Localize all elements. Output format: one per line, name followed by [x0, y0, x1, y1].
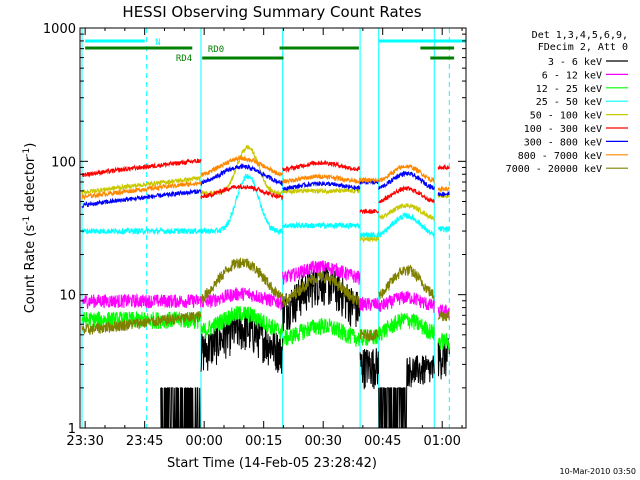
series-line-6-seg-4: [378, 170, 435, 191]
x-axis-label: Start Time (14-Feb-05 23:28:42): [167, 456, 377, 471]
series-line-0-seg-3: [359, 348, 379, 390]
series-line-3-seg-5: [437, 226, 450, 233]
series-line-8-seg-4: [378, 264, 435, 300]
series-line-5-seg-3: [359, 208, 379, 214]
series-line-8-seg-5: [437, 311, 450, 322]
timestamp: 10-Mar-2010 03:50: [560, 467, 637, 476]
series-line-4-seg-0: [81, 174, 202, 195]
series-line-7-seg-4: [378, 164, 435, 184]
legend-header-1: FDecim 2, Att 0: [538, 42, 628, 53]
series-line-5-seg-5: [437, 163, 450, 171]
series-line-4-seg-3: [359, 235, 379, 243]
series-line-5-seg-2: [282, 159, 361, 174]
x-tick-label-4: 00:30: [304, 434, 341, 449]
flag-label-n: N: [155, 38, 160, 48]
legend-entry-6: 300 - 800 keV: [524, 137, 602, 148]
series-line-7-seg-3: [359, 176, 379, 184]
x-tick-label-0: 23:30: [66, 434, 103, 449]
legend-entry-4: 50 - 100 keV: [530, 111, 602, 122]
series-line-6-seg-5: [437, 191, 450, 198]
y-tick-label-1: 10: [59, 289, 76, 304]
legend-entry-0: 3 - 6 keV: [548, 57, 602, 68]
series-line-1-seg-1: [200, 287, 284, 311]
x-tick-label-5: 00:45: [364, 434, 401, 449]
x-tick-label-1: 23:45: [126, 434, 163, 449]
series-line-1-seg-4: [378, 290, 435, 313]
series-line-4-seg-2: [282, 186, 361, 196]
x-tick-label-2: 00:00: [185, 434, 222, 449]
legend-entry-5: 100 - 300 keV: [524, 124, 602, 135]
series-line-3-seg-3: [359, 231, 379, 239]
series-line-0-seg-4: [378, 355, 435, 429]
plot-frame: [79, 27, 467, 429]
series-line-8-seg-0: [81, 311, 202, 335]
series-line-0-seg-1: [200, 311, 284, 374]
y-axis: 1 10 100 1000: [43, 22, 466, 437]
series-line-5-seg-1: [200, 184, 284, 201]
y-tick-label-2: 100: [51, 155, 76, 170]
legend-entry-3: 25 - 50 keV: [536, 97, 602, 108]
y-axis-label: Count Rate (s-1 detector-1): [22, 143, 38, 314]
flag-label-rd4: RD4: [176, 54, 192, 64]
series-line-3-seg-0: [81, 226, 202, 236]
chart-title: HESSI Observing Summary Count Rates: [122, 3, 421, 21]
series-line-1-seg-2: [282, 260, 361, 285]
series-line-7-seg-2: [282, 172, 361, 185]
series-line-2-seg-5: [437, 332, 450, 350]
legend-header-0: Det 1,3,4,5,6,9,: [532, 30, 628, 41]
series-line-3-seg-4: [378, 212, 435, 239]
series-line-7-seg-1: [200, 154, 284, 177]
series-line-6-seg-0: [81, 188, 202, 209]
x-tick-label-6: 01:00: [423, 434, 460, 449]
legend-entry-8: 7000 - 20000 keV: [506, 164, 602, 175]
series-line-2-seg-1: [200, 305, 284, 340]
series-line-4-seg-4: [378, 203, 435, 221]
legend-entry-2: 12 - 25 keV: [536, 84, 602, 95]
series-line-2-seg-2: [282, 317, 361, 347]
series-line-8-seg-2: [282, 270, 361, 308]
series-line-3-seg-2: [282, 220, 361, 230]
series-line-6-seg-1: [200, 162, 284, 187]
series-lines: [81, 144, 450, 429]
series-line-7-seg-5: [437, 185, 450, 193]
series-line-5-seg-4: [378, 185, 435, 205]
series-line-7-seg-0: [81, 179, 202, 201]
x-axis: 23:30 23:45 00:00 00:15 00:30 00:45 01:00: [66, 28, 463, 449]
series-line-0-seg-0: [160, 387, 201, 429]
legend-entry-1: 6 - 12 keV: [542, 70, 602, 81]
vertical-markers: [81, 28, 450, 428]
series-line-3-seg-1: [200, 173, 284, 236]
series-line-8-seg-1: [200, 257, 284, 304]
x-tick-label-3: 00:15: [245, 434, 282, 449]
flag-bars: N RD0 RD4: [85, 38, 466, 64]
flag-label-rd0: RD0: [208, 45, 224, 55]
series-line-6-seg-2: [282, 180, 361, 192]
series-line-5-seg-0: [81, 158, 202, 178]
legend-entry-7: 800 - 7000 keV: [518, 151, 602, 162]
y-tick-label-3: 1000: [43, 22, 76, 37]
series-line-1-seg-0: [81, 292, 202, 309]
y-tick-label-0: 1: [68, 422, 76, 437]
series-line-8-seg-3: [359, 329, 379, 341]
legend: Det 1,3,4,5,6,9,FDecim 2, Att 0 3 - 6 keV…: [506, 30, 628, 175]
series-line-2-seg-4: [378, 312, 435, 341]
series-line-1-seg-3: [359, 296, 379, 312]
